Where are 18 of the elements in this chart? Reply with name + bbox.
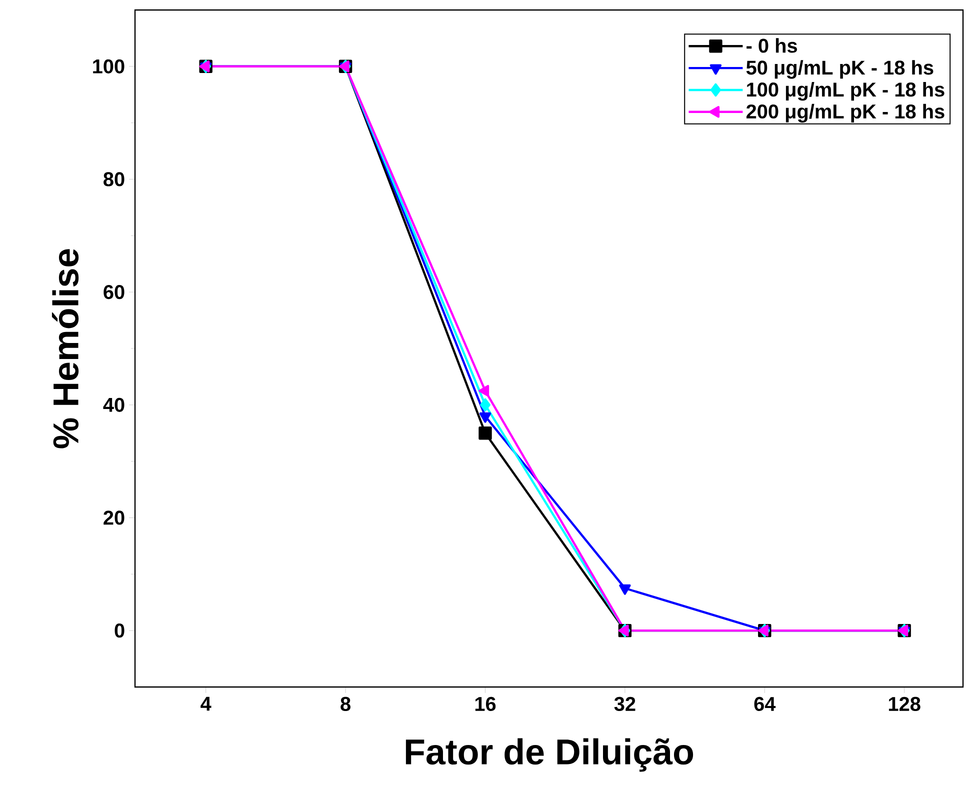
x-tick-label: 4 bbox=[200, 696, 212, 711]
y-axis-title: % Hemólise bbox=[52, 249, 79, 448]
legend-label: 100 μg/mL pK - 18 hs bbox=[747, 82, 944, 101]
x-tick-label: 32 bbox=[614, 696, 636, 712]
x-axis-title: Fator de Diluição bbox=[406, 738, 694, 772]
legend-label: 200 μg/mL pK - 18 hs bbox=[746, 104, 944, 123]
x-tick-label: 16 bbox=[475, 696, 496, 712]
x-tick-label: 128 bbox=[888, 696, 920, 712]
legend-label: - 0 hs bbox=[746, 38, 797, 53]
y-tick-label: 60 bbox=[104, 285, 124, 300]
legend-label: 50 μg/mL pK - 18 hs bbox=[746, 60, 934, 79]
y-tick-label: 100 bbox=[93, 59, 124, 74]
y-tick-label: 0 bbox=[114, 624, 124, 638]
x-tick-label: 64 bbox=[754, 696, 776, 712]
y-tick-label: 40 bbox=[103, 398, 124, 412]
y-tick-label: 20 bbox=[104, 510, 124, 525]
x-tick-label: 8 bbox=[340, 696, 350, 712]
y-tick-label: 80 bbox=[104, 172, 124, 186]
